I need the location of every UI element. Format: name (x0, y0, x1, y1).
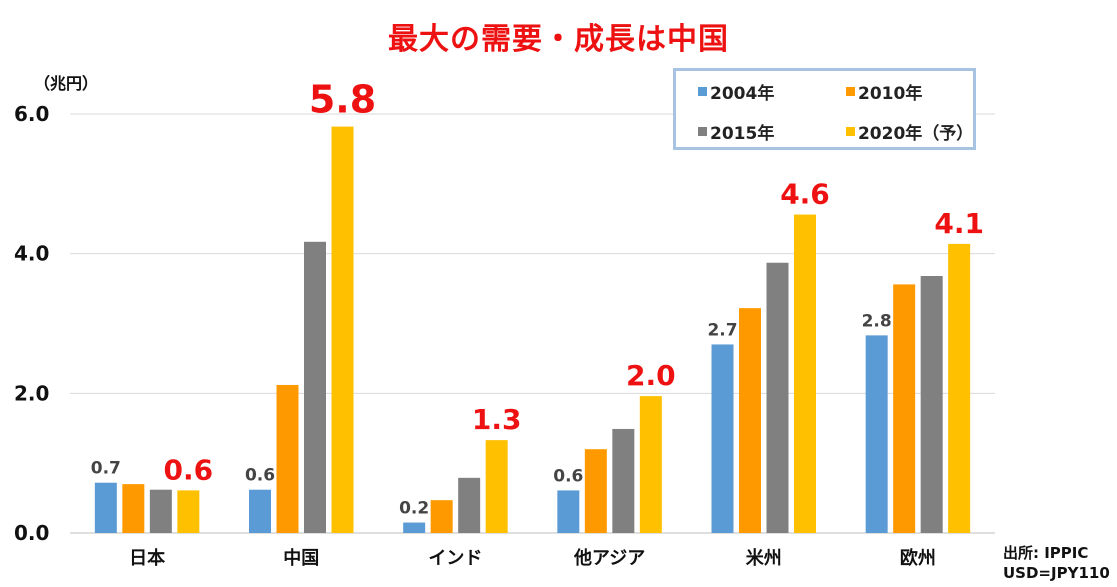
x-tick-label: 他アジア (573, 547, 645, 569)
legend-label-2020: 2020年（予） (857, 124, 974, 144)
data-label: 0.6 (553, 466, 583, 486)
data-label-highlight: 4.6 (780, 178, 830, 211)
bar (865, 335, 888, 533)
legend-item-2020: 2020年（予） (846, 119, 973, 144)
data-label: 0.7 (91, 459, 121, 479)
x-tick-label: 米州 (746, 547, 782, 569)
bar (766, 262, 789, 533)
bar (584, 449, 607, 533)
y-tick-label: 4.0 (14, 242, 49, 266)
bar (149, 489, 172, 533)
y-tick-label: 0.0 (14, 521, 49, 545)
legend-label-2010: 2010年 (858, 84, 923, 104)
bar (122, 484, 145, 533)
legend-swatch-2004 (698, 87, 707, 96)
chart-legend: 2004年 2010年 2015年 2020年（予） (673, 68, 976, 150)
data-label-highlight: 1.3 (472, 403, 522, 436)
source-note: 出所: IPPIC USD=JPY110 (1003, 543, 1110, 583)
x-tick-label: 日本 (129, 547, 165, 569)
bar (485, 440, 508, 533)
legend-swatch-2015 (698, 127, 707, 136)
y-tick-label: 2.0 (14, 381, 49, 405)
legend-item-2015: 2015年 (698, 119, 774, 144)
data-label-highlight: 5.8 (309, 78, 376, 122)
bar (739, 308, 761, 533)
source-line-1: 出所: IPPIC (1003, 544, 1089, 562)
bar (177, 490, 200, 533)
bar (276, 384, 299, 533)
bar (948, 243, 971, 533)
y-axis-unit-label: （兆円） (34, 74, 99, 93)
bar (893, 284, 916, 533)
bar (331, 126, 354, 533)
bar (249, 489, 271, 533)
y-tick-label: 6.0 (14, 102, 49, 126)
bar (94, 482, 117, 533)
bar (920, 276, 943, 533)
data-label-highlight: 0.6 (164, 453, 214, 486)
bar (458, 477, 481, 533)
legend-label-2004: 2004年 (710, 84, 775, 104)
legend-swatch-2020 (846, 127, 855, 136)
bar (639, 396, 662, 533)
legend-item-2010: 2010年 (846, 79, 922, 104)
bar (794, 214, 816, 533)
bar (612, 428, 635, 533)
data-label: 2.8 (862, 311, 892, 331)
bar (304, 241, 326, 534)
data-label: 0.2 (399, 499, 429, 519)
legend-item-2004: 2004年 (698, 79, 774, 104)
x-tick-label: 欧州 (900, 547, 936, 569)
bar (711, 344, 734, 533)
legend-swatch-2010 (846, 87, 855, 96)
bar (403, 522, 426, 533)
data-label: 0.6 (245, 466, 275, 486)
data-label-highlight: 4.1 (934, 207, 984, 240)
chart-title: 最大の需要・成長は中国 (388, 22, 729, 57)
data-label: 2.7 (707, 320, 737, 340)
x-tick-label: インド (428, 548, 482, 569)
bar (557, 490, 580, 533)
source-line-2: USD=JPY110 (1003, 564, 1110, 582)
data-label-highlight: 2.0 (626, 359, 676, 392)
legend-label-2015: 2015年 (710, 124, 775, 144)
x-tick-label: 中国 (283, 547, 319, 569)
bar (430, 500, 453, 533)
